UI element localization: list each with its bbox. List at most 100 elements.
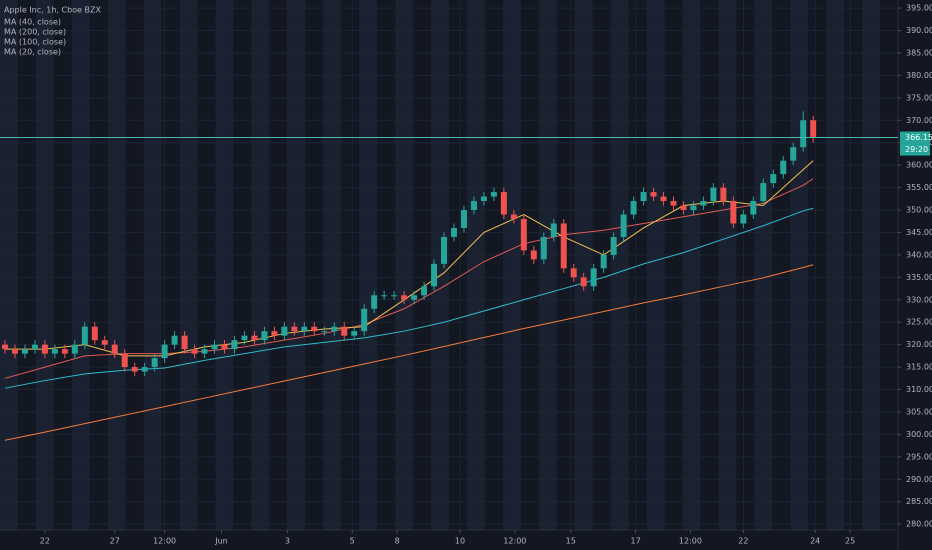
session-band [431, 0, 449, 530]
candle-body [790, 147, 797, 161]
candle-body [760, 183, 767, 202]
legend-entry: MA (100, close) [4, 38, 66, 47]
session-band [754, 0, 773, 530]
y-tick-label: 280.00 [906, 520, 932, 529]
candle-body [560, 223, 567, 269]
y-tick-label: 385.00 [906, 48, 932, 57]
y-tick-label: 310.00 [906, 385, 932, 394]
candle-body [121, 353, 128, 368]
y-tick-label: 395.00 [906, 4, 932, 13]
session-band [143, 0, 162, 530]
candle-body [151, 358, 158, 368]
session-band [574, 0, 593, 530]
x-tick-label: 12:00 [153, 537, 176, 546]
x-tick-label: 8 [395, 537, 400, 546]
candle-body [640, 192, 647, 202]
candle-body [331, 326, 338, 332]
session-band [0, 0, 18, 530]
candle-body [520, 219, 527, 251]
legend-entry: MA (200, close) [4, 28, 66, 37]
candle-body [381, 295, 388, 297]
candle-body [610, 236, 617, 255]
legend-entry: MA (40, close) [4, 18, 61, 27]
session-band [251, 0, 270, 530]
session-band [395, 0, 414, 530]
candle-body [21, 349, 28, 354]
candle-body [171, 335, 178, 345]
x-tick-label: 22 [738, 537, 748, 546]
y-tick-label: 300.00 [906, 430, 932, 439]
candle-body [740, 214, 747, 224]
x-tick-label: 25 [845, 537, 855, 546]
candle-body [510, 214, 517, 220]
candle-body [411, 295, 418, 300]
candle-body [480, 196, 487, 202]
candle-body [750, 201, 757, 215]
y-tick-label: 355.00 [906, 183, 932, 192]
candle-body [251, 335, 258, 341]
candle-body [181, 335, 188, 350]
candle-body [470, 201, 477, 211]
candle-body [201, 349, 208, 354]
candle-body [810, 120, 817, 138]
candle-body [351, 331, 358, 336]
y-tick-label: 350.00 [906, 206, 932, 215]
candle-body [131, 367, 138, 372]
candle-body [261, 331, 268, 341]
candle-body [291, 326, 298, 332]
candle-body [191, 349, 198, 354]
candle-body [231, 340, 238, 350]
y-tick-label: 330.00 [906, 295, 932, 304]
session-band [107, 0, 126, 530]
candle-body [221, 344, 228, 350]
candle-body [700, 201, 707, 206]
candle-body [730, 201, 737, 224]
y-tick-label: 320.00 [906, 340, 932, 349]
price-label-box [900, 131, 930, 144]
session-band [502, 0, 521, 530]
x-tick-label: Jun [214, 537, 228, 546]
y-tick-label: 345.00 [906, 228, 932, 237]
y-tick-label: 325.00 [906, 318, 932, 327]
candle-body [311, 326, 318, 332]
legend-entry: MA (20, close) [4, 48, 61, 57]
candle-body [111, 344, 118, 354]
session-band [646, 0, 665, 530]
session-band [718, 0, 737, 530]
candle-body [770, 174, 777, 184]
x-tick-label: 12:00 [679, 537, 702, 546]
candle-body [371, 295, 378, 309]
candle-body [31, 344, 38, 350]
candle-body [271, 331, 278, 336]
x-tick-label: 22 [40, 537, 50, 546]
candle-body [431, 263, 438, 287]
x-tick-label: 24 [810, 537, 820, 546]
candle-body [1, 344, 8, 350]
session-band [215, 0, 234, 530]
candle-body [91, 326, 98, 341]
session-band [826, 0, 845, 530]
candle-body [650, 192, 657, 197]
y-tick-label: 375.00 [906, 93, 932, 102]
candle-body [51, 349, 58, 354]
candle-body [570, 268, 577, 278]
session-band [179, 0, 198, 530]
candle-body [441, 236, 448, 264]
candle-body [680, 205, 687, 211]
candle-body [590, 268, 597, 287]
candle-body [81, 326, 88, 345]
session-band [682, 0, 701, 530]
candle-body [490, 192, 497, 197]
candle-body [361, 308, 368, 332]
candle-body [620, 214, 627, 237]
candle-body [391, 295, 398, 297]
y-tick-label: 315.00 [906, 363, 932, 372]
candle-body [301, 326, 308, 332]
candle-body [341, 326, 348, 336]
candle-body [11, 349, 18, 354]
session-band [862, 0, 881, 530]
candle-body [101, 340, 108, 345]
candle-body [211, 344, 218, 350]
candle-body [720, 187, 727, 202]
session-band [359, 0, 378, 530]
